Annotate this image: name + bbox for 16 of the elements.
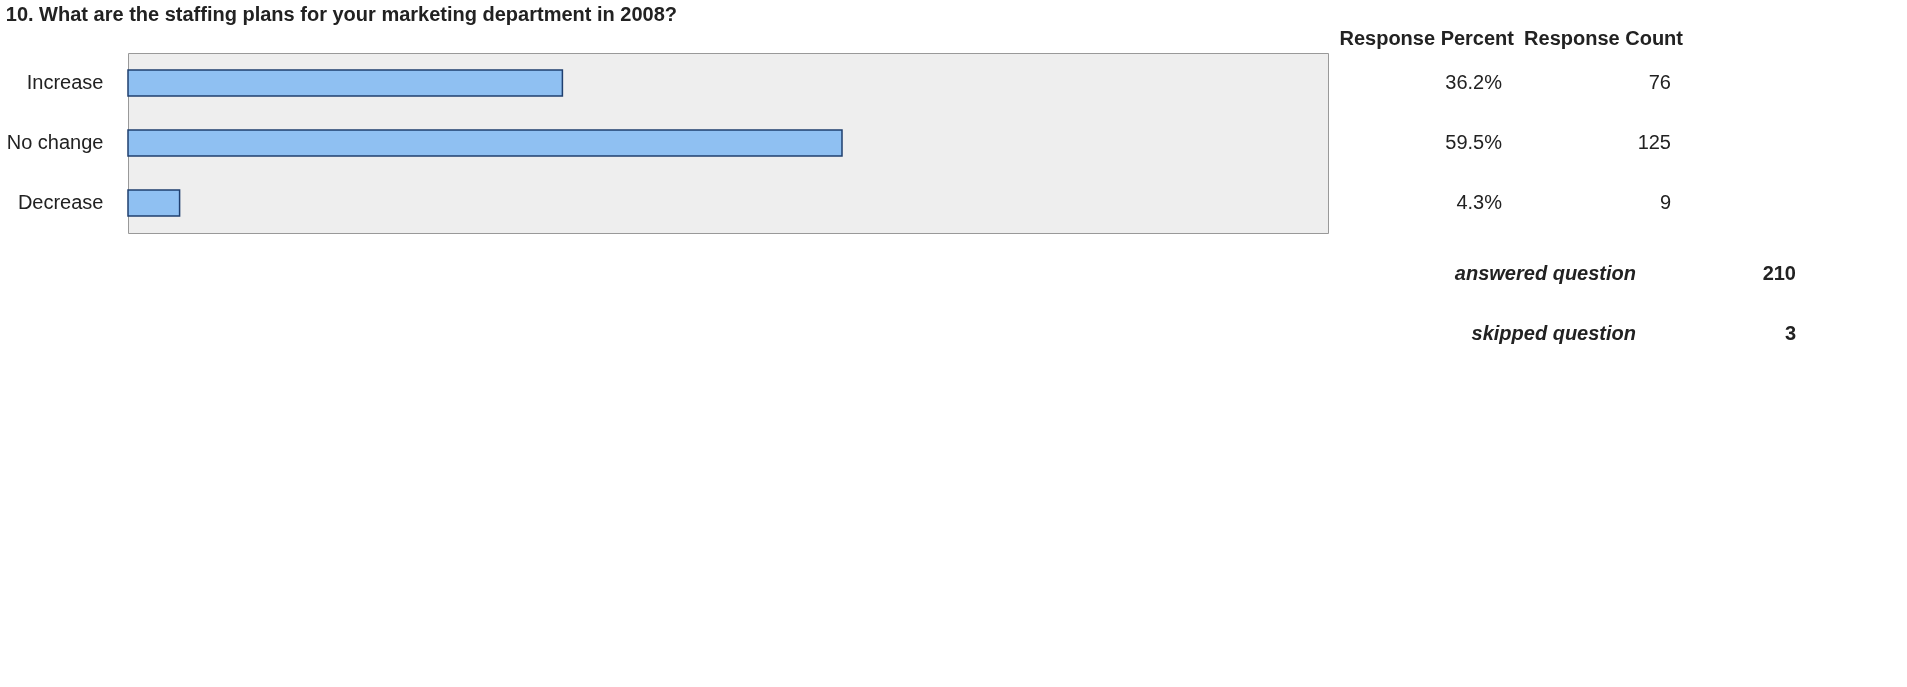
y-tick-label: No change [6,131,104,153]
data-label: 4.3% [1456,191,1503,213]
text: 125 [1637,131,1671,153]
text: 210 [1762,262,1796,284]
text: Response Percent [1339,27,1515,49]
chart-title: 10. What are the staffing plans for your marketing department in 2008? [5,3,678,25]
text: 76 [1648,71,1671,93]
text: answered question [1454,262,1636,284]
data-label: 36.2% [1445,71,1503,93]
text: Response Count [1524,27,1684,49]
y-tick-label: Increase [26,71,104,93]
text: 9 [1659,191,1671,213]
data-label: 59.5% [1445,131,1503,153]
text: skipped question [1471,322,1636,344]
y-tick-label: Decrease [17,191,104,213]
text: 3 [1784,322,1796,344]
